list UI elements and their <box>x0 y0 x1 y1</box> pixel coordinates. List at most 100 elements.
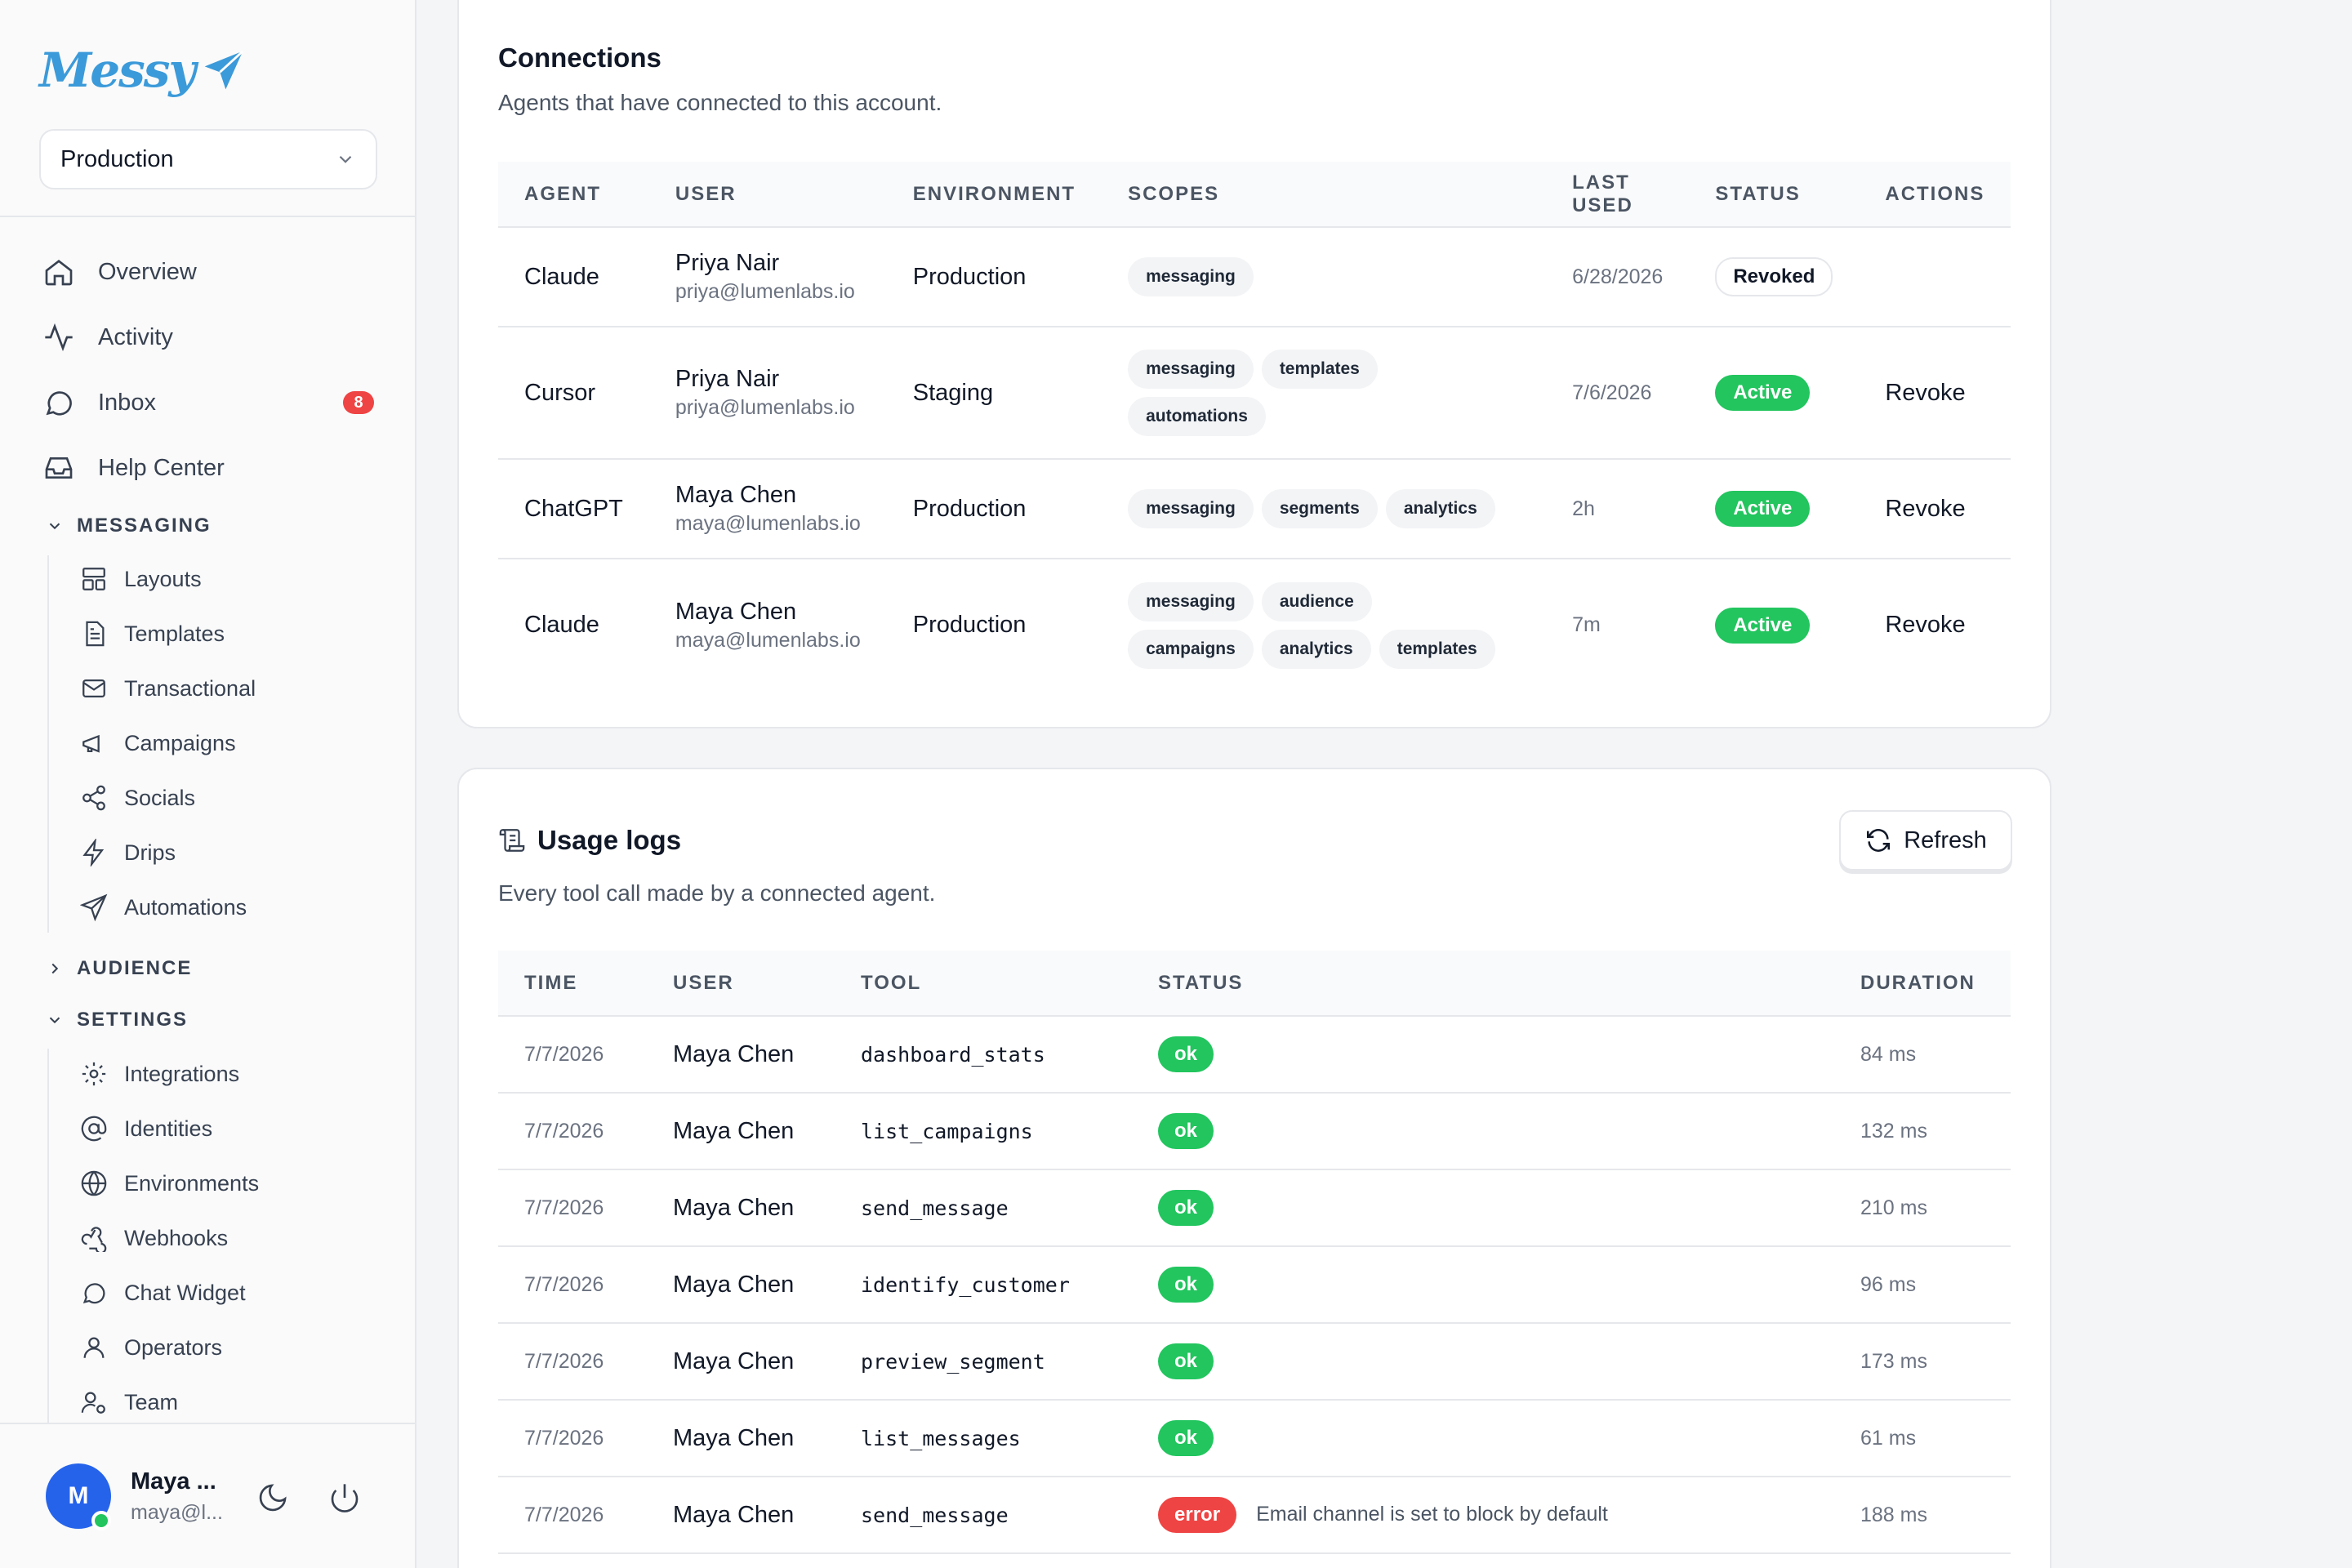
messaging-guide-line <box>47 555 49 933</box>
environment-cell: Production <box>886 459 1102 559</box>
status-cell: error Email channel is set to block by d… <box>1132 1477 1834 1554</box>
scope-chip: templates <box>1379 629 1495 669</box>
sidebar-item-label: Transactional <box>124 675 256 701</box>
sidebar-item-environments[interactable]: Environments <box>80 1163 259 1204</box>
sidebar-item-integrations[interactable]: Integrations <box>80 1054 239 1094</box>
agent-cell: Cursor <box>498 327 649 460</box>
sidebar-item-label: Team <box>124 1389 179 1414</box>
activity-icon <box>45 323 73 352</box>
table-row: Claude Priya Nair priya@lumenlabs.io Pro… <box>498 227 2011 327</box>
status-badge: Active <box>1715 375 1811 411</box>
user-cog-icon <box>81 1392 105 1414</box>
section-settings[interactable]: SETTINGS <box>46 1004 188 1036</box>
moon-icon[interactable] <box>256 1481 289 1514</box>
mail-icon <box>82 679 105 698</box>
status-cell: ok <box>1132 1323 1834 1401</box>
agent-cell: ChatGPT <box>498 459 649 559</box>
brand-logo[interactable]: Messy <box>39 42 247 98</box>
duration-cell: 61 ms <box>1834 1400 2011 1477</box>
status-cell: Revoked <box>1689 227 1860 327</box>
power-icon[interactable] <box>328 1481 361 1514</box>
environment-select[interactable]: Production <box>39 129 377 189</box>
sidebar-item-team[interactable]: Team <box>80 1382 178 1423</box>
user-email: maya@lumenlabs.io <box>675 512 861 535</box>
col-user: USER <box>648 162 887 228</box>
nav-overview[interactable]: Overview <box>42 249 377 295</box>
sidebar-item-drips[interactable]: Drips <box>80 832 176 873</box>
col-agent: AGENT <box>498 162 649 228</box>
section-audience[interactable]: AUDIENCE <box>46 952 192 985</box>
chevron-down-icon <box>49 523 60 530</box>
status-cell: ok <box>1132 1246 1834 1324</box>
sidebar-divider <box>0 216 416 217</box>
nav-inbox[interactable]: Inbox 8 <box>42 380 377 425</box>
sidebar-item-label: Identities <box>124 1116 213 1141</box>
brand-name: Messy <box>39 42 196 98</box>
col-status: STATUS <box>1132 951 1834 1017</box>
sidebar-item-socials[interactable]: Socials <box>80 777 195 818</box>
tool-cell: identify_customer <box>835 1246 1132 1324</box>
table-row: 7/7/2026 Maya Chen list_messages ok 61 m… <box>498 1400 2011 1477</box>
section-messaging[interactable]: MESSAGING <box>46 510 212 542</box>
col-last-used-label: LAST USED <box>1572 171 1633 216</box>
agent-cell: Claude <box>498 227 649 327</box>
user-card[interactable]: M Maya ... maya@l... <box>0 1423 416 1568</box>
paper-plane-logo-icon <box>204 50 244 90</box>
col-scopes: SCOPES <box>1102 162 1547 228</box>
sidebar-item-identities[interactable]: Identities <box>80 1108 212 1149</box>
sidebar-item-automations[interactable]: Automations <box>80 887 247 928</box>
user-name: Priya Nair <box>675 366 780 392</box>
scopes-cell: messaging templates automations <box>1102 327 1547 460</box>
duration-cell: 132 ms <box>1834 1093 2011 1170</box>
nav-overview-label: Overview <box>98 258 197 285</box>
online-status-dot <box>91 1511 111 1530</box>
refresh-button[interactable]: Refresh <box>1839 810 2012 871</box>
sidebar-item-transactional[interactable]: Transactional <box>80 668 256 709</box>
tool-cell: list_messages <box>835 1400 1132 1477</box>
duration-cell: 188 ms <box>1834 1477 2011 1554</box>
sidebar-item-webhooks[interactable]: Webhooks <box>80 1218 228 1258</box>
user-cell: Maya Chen <box>647 1400 835 1477</box>
nav-help-center[interactable]: Help Center <box>42 445 377 491</box>
time-cell: 7/7/2026 <box>498 1323 647 1401</box>
last-used-cell: 2h <box>1546 459 1690 559</box>
last-used-cell: 7/6/2026 <box>1546 327 1690 460</box>
status-cell: Active <box>1689 327 1860 460</box>
sidebar-item-templates[interactable]: Templates <box>80 613 225 654</box>
sidebar-item-operators[interactable]: Operators <box>80 1327 222 1368</box>
nav-help-center-label: Help Center <box>98 454 225 481</box>
sidebar-item-chat-widget[interactable]: Chat Widget <box>80 1272 246 1313</box>
nav-activity[interactable]: Activity <box>42 314 377 360</box>
environment-cell: Staging <box>886 327 1102 460</box>
environment-cell: Production <box>886 227 1102 327</box>
environment-select-value: Production <box>60 145 174 172</box>
revoke-button[interactable]: Revoke <box>1885 612 1966 638</box>
message-circle-icon <box>82 1283 105 1304</box>
status-cell: Active <box>1689 559 1859 691</box>
section-audience-label: AUDIENCE <box>77 957 193 979</box>
user-email: maya@l... <box>131 1501 223 1524</box>
gear-icon <box>82 1062 106 1086</box>
sidebar-item-label: Integrations <box>124 1061 240 1086</box>
user-name: Maya Chen <box>675 598 797 625</box>
user-cell: Maya Chen maya@lumenlabs.io <box>649 559 887 691</box>
user-name: Maya ... <box>131 1468 216 1494</box>
user-cell: Maya Chen <box>647 1016 835 1094</box>
user-icon <box>83 1337 105 1358</box>
user-name: Maya Chen <box>675 482 797 508</box>
user-cell: Priya Nair priya@lumenlabs.io <box>648 227 887 327</box>
sidebar-item-campaigns[interactable]: Campaigns <box>80 723 236 764</box>
status-badge: ok <box>1158 1036 1214 1072</box>
scope-chip: messaging <box>1128 350 1254 389</box>
table-row: 7/7/2026 Maya Chen send_message ok 210 m… <box>498 1169 2011 1247</box>
sidebar-item-layouts[interactable]: Layouts <box>80 559 202 599</box>
status-badge: ok <box>1158 1113 1214 1149</box>
send-icon <box>80 893 108 921</box>
revoke-button[interactable]: Revoke <box>1885 379 1966 406</box>
sidebar-item-label: Automations <box>124 894 247 920</box>
revoke-button[interactable]: Revoke <box>1885 495 1966 522</box>
chevron-down-icon <box>339 155 352 163</box>
duration-cell: 173 ms <box>1834 1323 2011 1401</box>
scope-chip: segments <box>1261 489 1378 528</box>
layout-icon <box>82 568 105 590</box>
